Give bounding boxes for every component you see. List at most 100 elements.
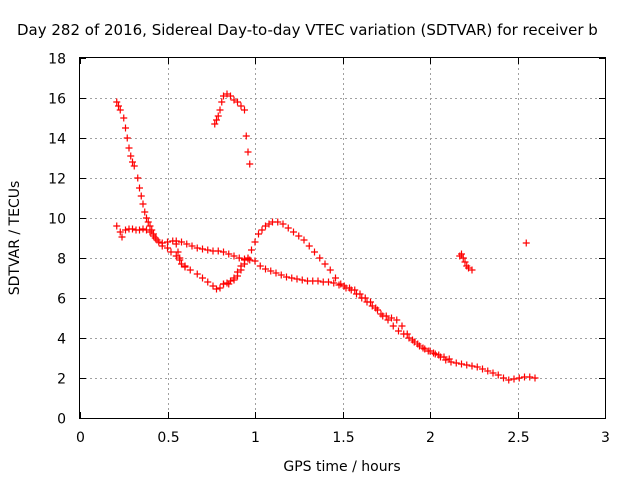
data-point — [267, 267, 275, 275]
data-point — [326, 266, 334, 274]
data-point — [130, 162, 138, 170]
data-point — [211, 120, 219, 128]
data-point — [113, 98, 121, 106]
x-tick-label: 1.5 — [332, 430, 354, 446]
data-point — [174, 248, 182, 256]
data-point — [125, 144, 133, 152]
data-point — [225, 250, 233, 258]
data-point — [283, 273, 290, 281]
data-point — [321, 260, 329, 268]
data-point — [237, 262, 245, 270]
data-point — [293, 275, 301, 283]
data-point — [367, 298, 374, 306]
x-tick-label: 0 — [76, 430, 85, 446]
data-point — [288, 274, 296, 282]
data-point — [176, 254, 184, 262]
data-point — [300, 236, 308, 244]
data-point — [458, 250, 465, 258]
data-point — [335, 281, 343, 289]
data-point — [178, 260, 185, 268]
data-point — [139, 200, 147, 208]
data-point — [234, 268, 241, 276]
data-point — [452, 359, 460, 367]
data-point — [459, 254, 467, 262]
data-point — [356, 290, 364, 298]
data-point — [139, 225, 147, 233]
data-point — [505, 376, 513, 384]
data-point — [241, 106, 248, 114]
data-point — [220, 248, 227, 256]
data-point — [123, 134, 131, 142]
data-point — [193, 270, 201, 278]
data-point — [409, 336, 416, 344]
data-point — [213, 116, 220, 124]
data-point — [227, 92, 234, 100]
data-point — [183, 240, 191, 248]
data-point — [204, 278, 212, 286]
y-tick-label: 6 — [57, 292, 66, 308]
data-point — [419, 344, 427, 352]
data-point — [424, 347, 432, 355]
data-point — [164, 238, 171, 246]
y-tick-label: 14 — [48, 132, 66, 148]
data-point — [272, 269, 280, 277]
data-point — [248, 246, 255, 254]
data-point — [122, 226, 129, 234]
data-point — [199, 274, 206, 282]
data-point — [372, 304, 380, 312]
data-point — [172, 240, 180, 248]
data-point — [158, 239, 166, 247]
y-tick-label: 12 — [48, 172, 66, 188]
data-point — [214, 112, 222, 120]
data-point — [458, 360, 465, 368]
data-point — [143, 214, 150, 222]
y-tick-label: 16 — [48, 92, 66, 108]
x-tick-label: 2.5 — [507, 430, 529, 446]
data-point — [382, 312, 390, 320]
data-point — [118, 233, 126, 241]
data-point — [216, 106, 224, 114]
data-point — [136, 226, 143, 234]
data-point — [255, 230, 262, 238]
y-tick-label: 8 — [57, 252, 66, 268]
data-series — [211, 90, 254, 168]
data-point — [398, 322, 406, 330]
data-point — [274, 218, 282, 226]
data-point — [146, 222, 154, 230]
x-tick-label: 0.5 — [157, 430, 179, 446]
data-point — [330, 279, 338, 287]
data-point — [526, 373, 534, 381]
data-point — [277, 271, 285, 279]
grid — [80, 58, 605, 418]
data-point — [164, 244, 171, 252]
data-point — [463, 361, 471, 369]
data-point — [193, 244, 201, 252]
data-point — [484, 367, 492, 375]
data-point — [113, 222, 121, 230]
data-point — [494, 371, 502, 379]
chart-title: Day 282 of 2016, Sidereal Day-to-day VTE… — [17, 21, 598, 39]
data-point — [479, 365, 486, 373]
data-point — [295, 232, 303, 240]
data-point — [116, 106, 124, 114]
data-point — [468, 266, 476, 274]
data-point — [167, 248, 175, 256]
data-point — [515, 374, 523, 382]
axis-ticks: 0 0.5 1 1.5 2 2.5 3 0 2 4 6 8 10 12 14 16 18 — [48, 52, 610, 447]
data-point — [332, 274, 339, 282]
data-point — [213, 285, 220, 293]
data-point — [251, 257, 259, 265]
data-point — [181, 263, 189, 271]
data-point — [218, 98, 226, 106]
data-points — [113, 90, 539, 384]
data-point — [258, 226, 266, 234]
y-axis-label: SDTVAR / TECUs — [7, 181, 23, 296]
data-point — [531, 374, 539, 382]
data-point — [137, 192, 145, 200]
data-point — [209, 282, 217, 290]
data-point — [178, 238, 185, 246]
data-point — [199, 245, 206, 253]
data-series — [113, 222, 453, 363]
x-axis-label: GPS time / hours — [283, 459, 400, 475]
data-point — [234, 98, 241, 106]
